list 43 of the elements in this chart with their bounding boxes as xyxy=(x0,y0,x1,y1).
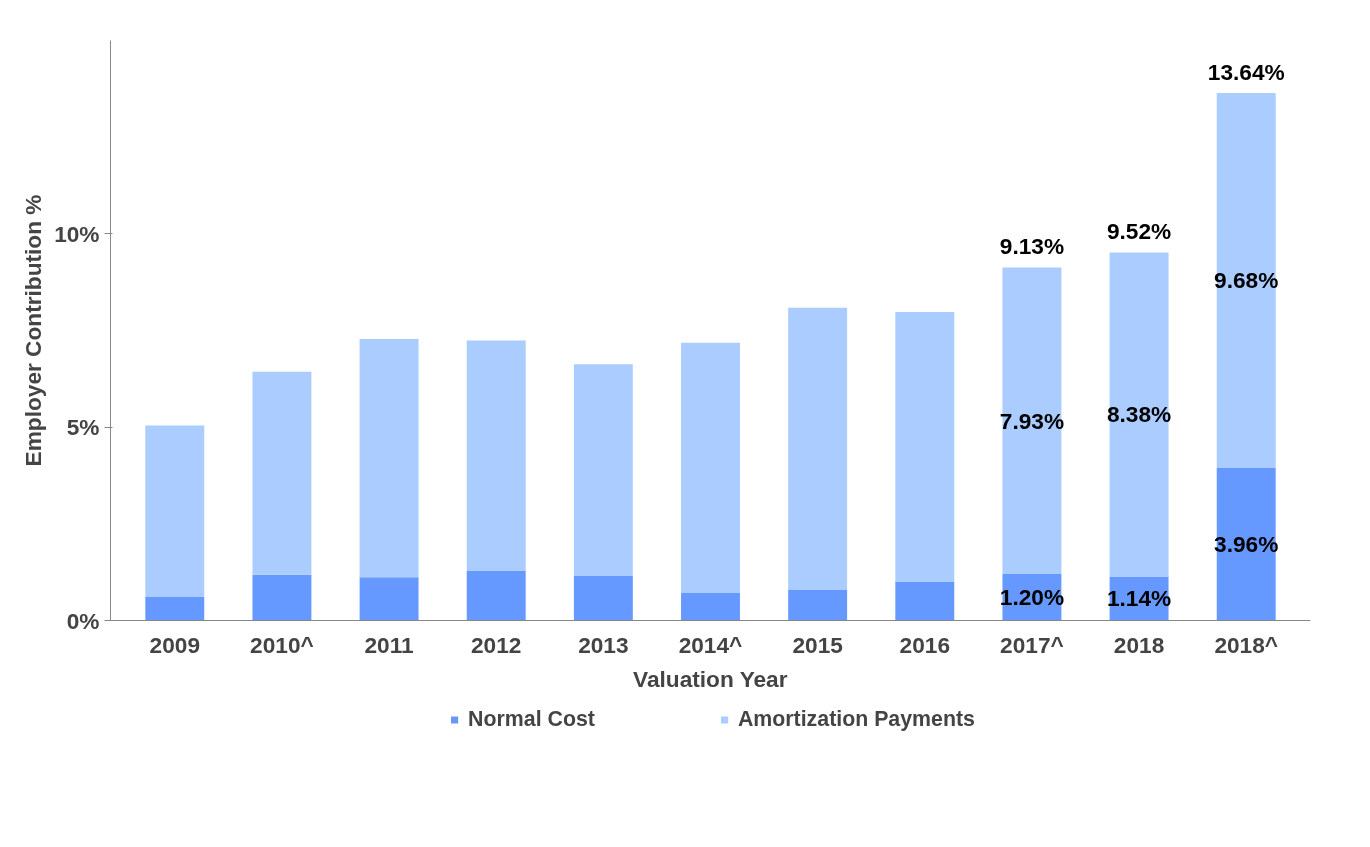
bar xyxy=(1109,252,1169,577)
data-label: 8.38% xyxy=(1106,401,1172,428)
bar xyxy=(573,576,633,621)
bar xyxy=(1002,267,1062,575)
data-label: 9.68% xyxy=(1214,267,1279,294)
x-tick-label: 2011 xyxy=(364,631,414,658)
bar xyxy=(466,570,526,621)
y-axis-title: Employer Contribution % xyxy=(20,194,47,467)
legend-label: Normal Cost xyxy=(468,706,595,732)
x-tick-label: 2014^ xyxy=(678,631,743,658)
x-tick-label: 2013 xyxy=(578,631,629,658)
total-label: 9.52% xyxy=(1106,218,1172,245)
bar xyxy=(252,371,312,575)
x-tick-label: 2010^ xyxy=(250,631,314,658)
x-axis-title: Valuation Year xyxy=(633,665,788,692)
bar xyxy=(145,596,205,621)
x-tick-label: 2012 xyxy=(471,631,522,658)
bar xyxy=(788,589,848,621)
total-label: 13.64% xyxy=(1207,59,1285,86)
bar xyxy=(788,307,848,590)
bar xyxy=(573,364,633,577)
bar xyxy=(1216,93,1276,468)
data-label: 7.93% xyxy=(999,407,1065,434)
total-label: 9.13% xyxy=(999,233,1065,260)
bar xyxy=(145,425,205,597)
legend-label: Amortization Payments xyxy=(737,706,975,732)
bar xyxy=(681,342,740,594)
bar xyxy=(359,339,419,578)
y-tick-label: 10% xyxy=(54,220,100,247)
x-tick-label: 2017^ xyxy=(1000,631,1064,658)
x-tick-label: 2018 xyxy=(1113,631,1165,658)
bar xyxy=(895,581,955,621)
bar xyxy=(895,311,955,582)
bar xyxy=(466,340,526,571)
x-tick-label: 2018^ xyxy=(1214,631,1279,658)
bar xyxy=(681,593,740,621)
y-tick-label: 5% xyxy=(66,414,100,441)
x-tick-label: 2009 xyxy=(149,631,200,658)
y-tick-label: 0% xyxy=(66,607,100,634)
bar xyxy=(359,577,419,621)
x-tick-label: 2016 xyxy=(899,631,950,658)
bar xyxy=(252,574,312,621)
x-tick-label: 2015 xyxy=(792,631,843,658)
